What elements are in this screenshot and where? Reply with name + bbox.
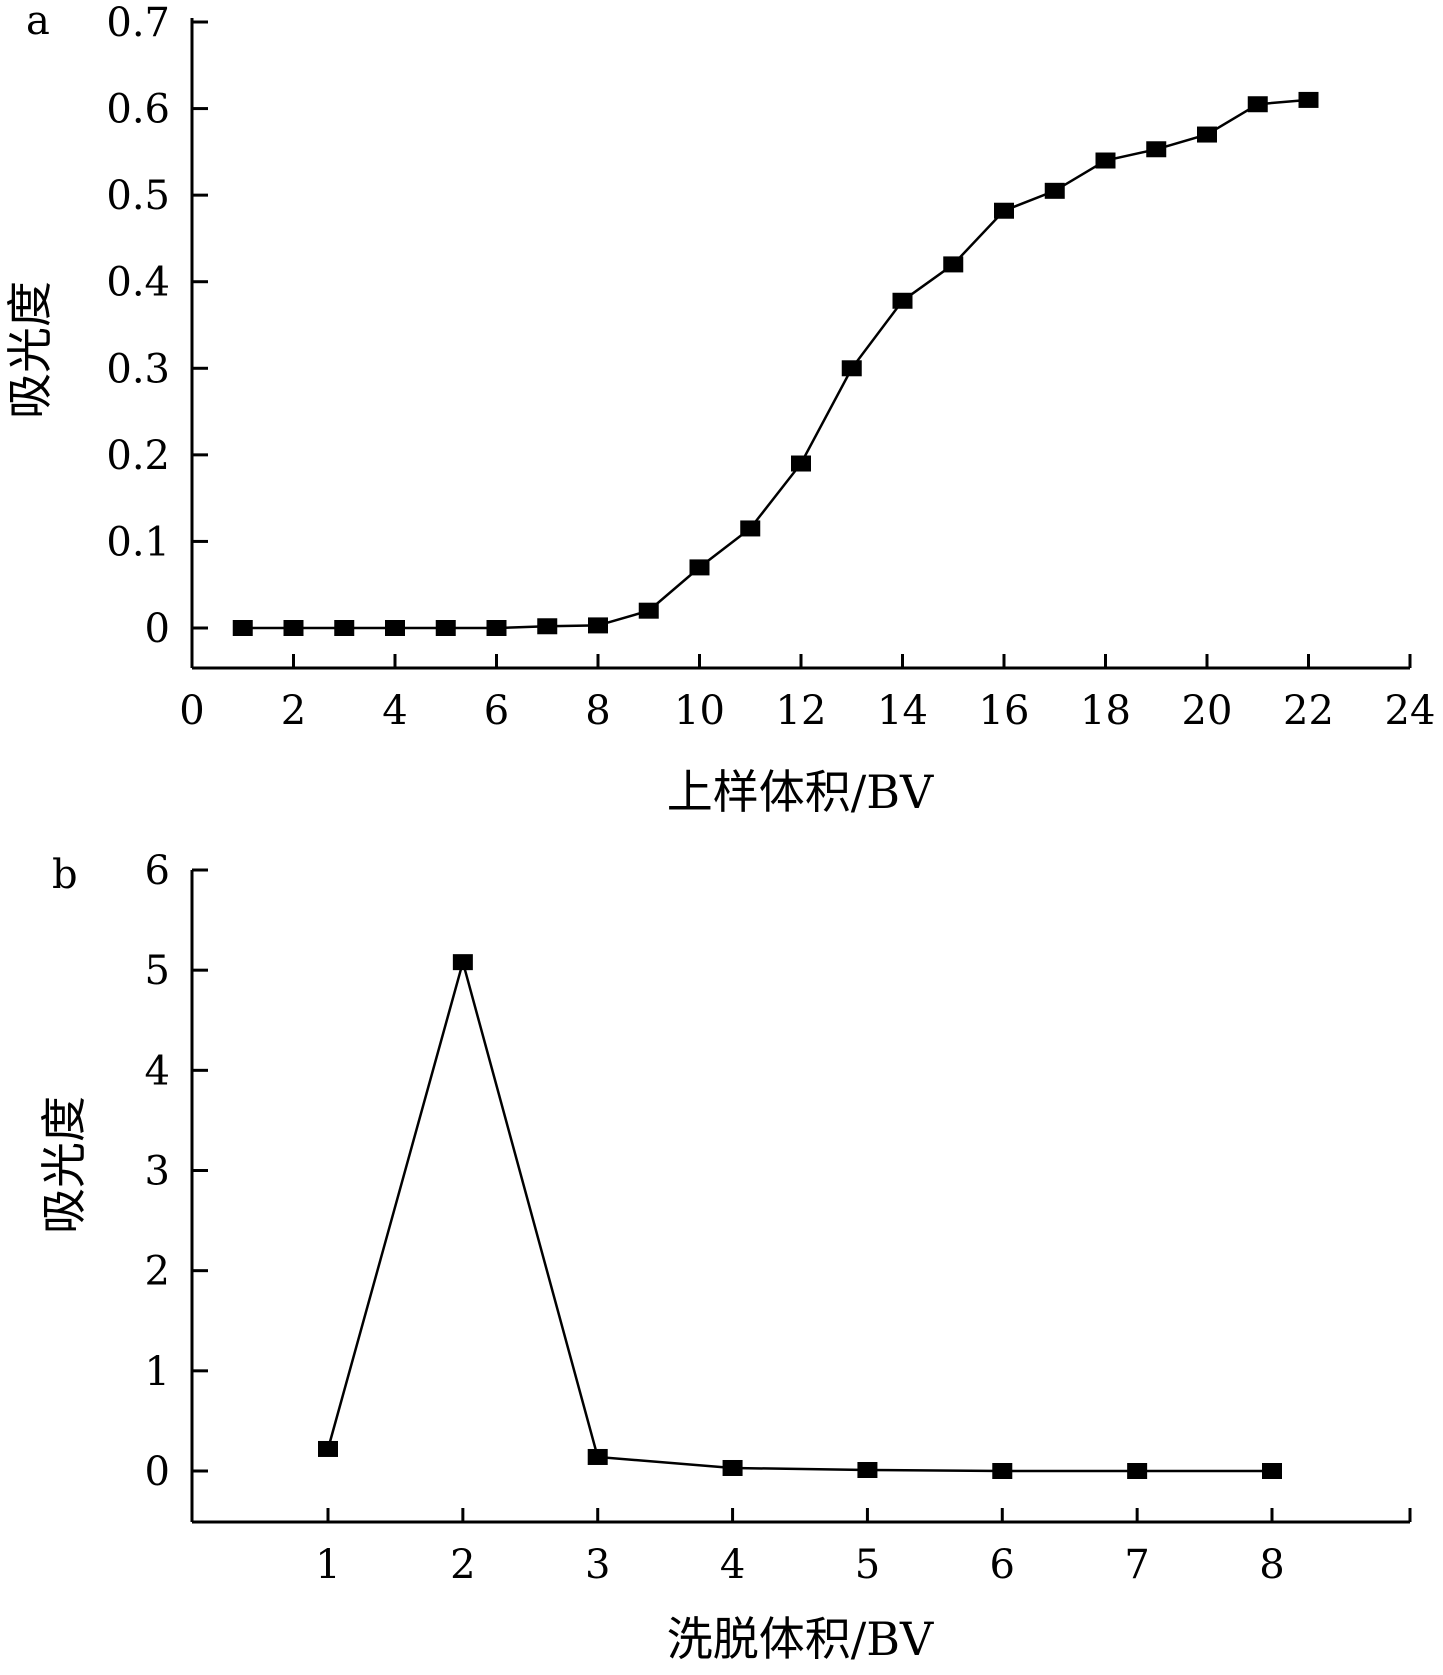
- x-tick-label: 18: [1080, 688, 1131, 734]
- x-tick-label: 8: [585, 688, 610, 734]
- x-tick-label: 14: [877, 688, 928, 734]
- panel-label: a: [26, 0, 50, 44]
- data-point: [1197, 126, 1217, 143]
- data-point: [1127, 1463, 1148, 1479]
- data-point: [689, 559, 710, 576]
- y-tick-label: 0: [145, 1449, 170, 1495]
- panel-label: b: [52, 852, 78, 898]
- x-tick-label: 0: [179, 688, 204, 734]
- data-point: [1262, 1463, 1282, 1479]
- data-point: [1247, 96, 1268, 113]
- data-point: [587, 1448, 608, 1465]
- y-tick-label: 4: [145, 1048, 170, 1094]
- data-point: [841, 360, 862, 377]
- data-point: [994, 202, 1014, 219]
- y-tick-label: 6: [145, 848, 170, 894]
- data-point: [435, 620, 456, 636]
- x-tick-label: 22: [1283, 688, 1334, 734]
- y-tick-label: 0.4: [106, 260, 170, 306]
- x-tick-label: 4: [720, 1542, 745, 1588]
- data-point: [452, 954, 473, 971]
- data-point: [537, 618, 558, 635]
- panel-a: 00.10.20.30.40.50.60.70 2 4 6 8 10 12 14 16 18 20 2…: [3, 0, 1435, 819]
- y-tick-label: 5: [145, 948, 170, 994]
- panel-b: 0 1 2 3 4 5 6 1 2 3 4 5 6 7 8 洗脱体积/BV 吸光度 b: [37, 848, 1412, 1666]
- data-point: [1044, 182, 1065, 199]
- data-point: [334, 620, 355, 636]
- x-tick-label: 8: [1259, 1542, 1284, 1588]
- x-tick-label: 3: [585, 1542, 610, 1588]
- x-tick-label: 1: [315, 1542, 340, 1588]
- data-point: [1146, 141, 1167, 158]
- y-tick-label: 2: [145, 1249, 170, 1295]
- data-point: [1095, 152, 1116, 169]
- data-point: [638, 602, 659, 619]
- y-tick-label: 0.6: [106, 87, 170, 133]
- data-point: [1298, 91, 1319, 108]
- x-tick-label: 2: [450, 1542, 475, 1588]
- x-tick-label: 2: [281, 688, 306, 734]
- data-point: [740, 520, 761, 537]
- y-tick-label: 0: [145, 606, 170, 652]
- data-point: [992, 1463, 1013, 1479]
- y-axis-title: 吸光度: [3, 281, 57, 419]
- series-line: [242, 98, 1309, 630]
- x-tick-label: 24: [1385, 688, 1436, 734]
- x-tick-label: 10: [674, 688, 725, 734]
- y-tick-label: 3: [145, 1149, 170, 1195]
- y-tick-label: 0.7: [106, 0, 170, 46]
- x-tick-label: 20: [1182, 688, 1233, 734]
- y-tick-label: 0.5: [106, 173, 170, 219]
- series-line: [326, 957, 1272, 1473]
- data-point: [943, 256, 964, 273]
- x-axis-title: 上样体积/BV: [667, 765, 934, 819]
- x-tick-label: 6: [990, 1542, 1015, 1588]
- data-point: [588, 617, 608, 634]
- data-point: [892, 292, 913, 309]
- x-axis-title: 洗脱体积/BV: [667, 1612, 934, 1666]
- x-tick-label: 6: [484, 688, 509, 734]
- data-point: [318, 1440, 338, 1457]
- x-tick-label: 16: [979, 688, 1030, 734]
- data-point: [791, 455, 811, 472]
- data-point: [385, 620, 405, 636]
- data-point: [486, 620, 507, 636]
- y-axis-title: 吸光度: [37, 1096, 91, 1234]
- data-point: [232, 620, 253, 636]
- y-tick-label: 0.3: [106, 346, 170, 392]
- x-tick-label: 5: [855, 1542, 880, 1588]
- x-tick-label: 4: [382, 688, 407, 734]
- data-point: [857, 1461, 878, 1478]
- x-tick-label: 12: [776, 688, 827, 734]
- y-tick-label: 1: [145, 1349, 170, 1395]
- y-tick-label: 0.2: [106, 433, 170, 479]
- y-tick-label: 0.1: [106, 519, 170, 565]
- x-tick-label: 7: [1124, 1542, 1149, 1588]
- data-point: [722, 1459, 743, 1476]
- data-point: [283, 620, 304, 636]
